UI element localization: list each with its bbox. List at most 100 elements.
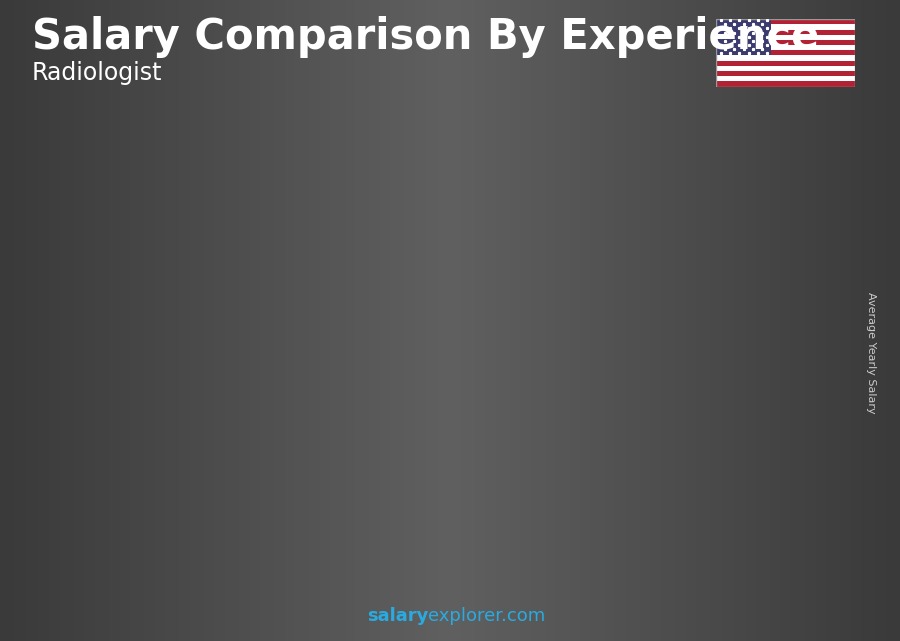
Bar: [374, 340, 376, 567]
Bar: [199, 394, 201, 567]
Bar: [244, 394, 246, 567]
Bar: [729, 241, 731, 567]
Text: +31%: +31%: [252, 295, 328, 319]
Bar: [718, 241, 719, 567]
Bar: [115, 445, 117, 567]
Bar: [338, 340, 339, 567]
Bar: [368, 340, 370, 567]
Bar: [254, 394, 256, 567]
Bar: [341, 340, 343, 567]
Bar: [101, 445, 103, 567]
Bar: [96, 445, 98, 567]
Bar: [716, 66, 855, 71]
Bar: [697, 241, 698, 567]
Bar: [196, 394, 208, 567]
Bar: [114, 445, 115, 567]
Bar: [755, 241, 757, 567]
Bar: [716, 19, 855, 24]
Bar: [252, 394, 254, 567]
Bar: [212, 394, 213, 567]
Bar: [700, 241, 702, 567]
Text: salary: salary: [367, 607, 428, 625]
Bar: [335, 340, 336, 567]
Bar: [494, 287, 496, 567]
Bar: [121, 445, 122, 567]
Bar: [225, 394, 227, 567]
Bar: [88, 445, 90, 567]
Bar: [219, 394, 220, 567]
Bar: [243, 394, 244, 567]
Bar: [321, 340, 323, 567]
Bar: [323, 340, 325, 567]
Bar: [122, 445, 123, 567]
Bar: [103, 445, 104, 567]
Polygon shape: [757, 241, 769, 567]
Bar: [696, 241, 697, 567]
Bar: [329, 340, 331, 567]
Bar: [627, 269, 629, 567]
Bar: [472, 287, 473, 567]
Bar: [710, 241, 711, 567]
Bar: [615, 269, 616, 567]
Bar: [78, 445, 80, 567]
Bar: [86, 445, 88, 567]
Bar: [473, 287, 474, 567]
Bar: [484, 287, 486, 567]
Text: 150,000 USD: 150,000 USD: [66, 422, 166, 437]
Bar: [130, 445, 131, 567]
Bar: [131, 445, 133, 567]
Bar: [500, 287, 502, 567]
Polygon shape: [320, 329, 397, 340]
Bar: [320, 340, 331, 567]
Bar: [574, 269, 576, 567]
Bar: [737, 241, 739, 567]
Bar: [692, 241, 694, 567]
Polygon shape: [444, 278, 521, 287]
Bar: [202, 394, 204, 567]
Bar: [719, 241, 721, 567]
Bar: [76, 445, 78, 567]
Text: Salary Comparison By Experience: Salary Comparison By Experience: [32, 16, 819, 58]
Bar: [592, 269, 594, 567]
Bar: [444, 287, 455, 567]
Bar: [716, 29, 855, 35]
Bar: [716, 35, 855, 40]
Bar: [372, 340, 374, 567]
Bar: [745, 241, 747, 567]
Bar: [716, 71, 855, 76]
Bar: [217, 394, 219, 567]
Bar: [211, 394, 212, 567]
Bar: [499, 287, 500, 567]
Bar: [238, 394, 239, 567]
Bar: [99, 445, 101, 567]
Bar: [743, 241, 745, 567]
Bar: [470, 287, 472, 567]
Bar: [724, 241, 726, 567]
Bar: [328, 340, 329, 567]
Bar: [457, 287, 458, 567]
Bar: [590, 269, 592, 567]
Bar: [239, 394, 241, 567]
Bar: [85, 445, 86, 567]
Bar: [127, 445, 129, 567]
Text: 401,000 USD: 401,000 USD: [686, 218, 786, 233]
Bar: [444, 287, 446, 567]
Bar: [723, 241, 724, 567]
Text: explorer.com: explorer.com: [428, 607, 545, 625]
Bar: [454, 287, 455, 567]
Bar: [694, 241, 696, 567]
Bar: [731, 241, 733, 567]
Bar: [233, 394, 235, 567]
Bar: [327, 340, 328, 567]
Bar: [596, 269, 597, 567]
Bar: [452, 287, 454, 567]
Bar: [360, 340, 362, 567]
Bar: [705, 241, 706, 567]
Bar: [215, 394, 217, 567]
Bar: [608, 269, 610, 567]
Bar: [597, 269, 598, 567]
Bar: [613, 269, 615, 567]
Bar: [572, 269, 573, 567]
Bar: [362, 340, 364, 567]
Bar: [749, 241, 750, 567]
